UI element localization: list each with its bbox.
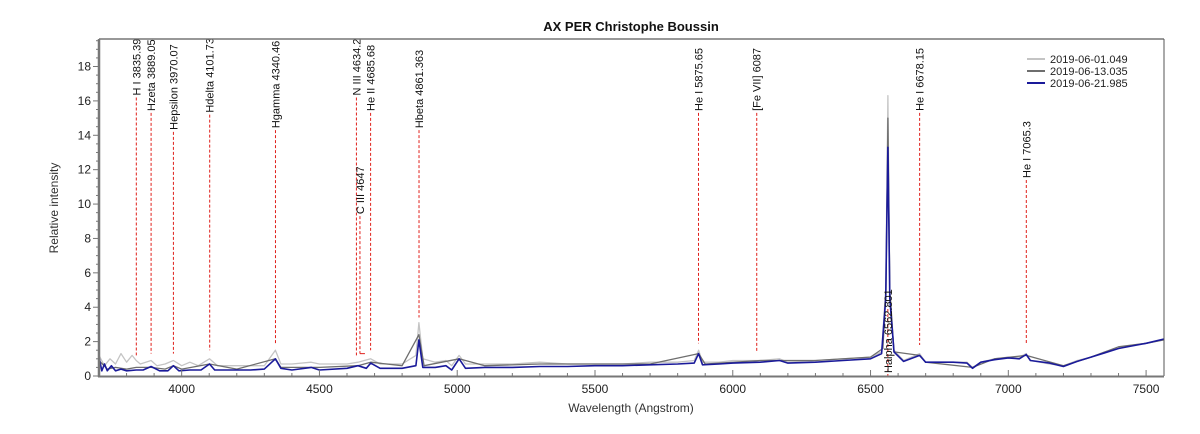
y-tick-label: 2 [84, 335, 91, 349]
marker-label: Halpha 6562.801 [883, 289, 895, 373]
line-marker: Hepsilon 3970.07 [168, 44, 180, 354]
line-marker: Hgamma 4340.46 [270, 41, 282, 344]
x-axis-label: Wavelength (Angstrom) [568, 401, 694, 415]
marker-label: Hbeta 4861.363 [414, 50, 426, 128]
legend-label: 2019-06-13.035 [1050, 66, 1128, 78]
marker-label: He I 6678.15 [915, 48, 927, 111]
x-tick-label: 7000 [995, 382, 1022, 396]
series-layer [98, 95, 1165, 372]
marker-label: Hzeta 3889.05 [146, 39, 158, 111]
marker-label: N III 4634.2 [351, 39, 363, 96]
y-tick-label: 4 [84, 300, 91, 314]
marker-label: H I 3835.39 [131, 39, 143, 96]
series-line-2019-06-21.985 [98, 146, 1165, 372]
y-tick-label: 0 [84, 369, 91, 383]
marker-label: He II 4685.68 [366, 45, 378, 111]
line-marker: C III 4647 [355, 166, 367, 354]
x-axis-ticks: 4000 4500 5000 5500 6000 6500 7000 7500 [98, 370, 1160, 396]
marker-label: Hdelta 4101.73 [205, 38, 217, 113]
legend: 2019-06-01.0492019-06-13.0352019-06-21.9… [1027, 54, 1128, 90]
x-tick-label: 7500 [1133, 382, 1160, 396]
line-marker: H I 3835.39 [131, 39, 143, 356]
x-tick-label: 5000 [444, 382, 471, 396]
line-markers: H I 3835.39 Hzeta 3889.05 Hepsilon 3970.07… [131, 38, 1033, 376]
plot-frame [97, 38, 1165, 378]
y-tick-label: 10 [78, 197, 92, 211]
marker-label: Hgamma 4340.46 [270, 41, 282, 128]
line-marker: He II 4685.68 [366, 45, 378, 351]
line-marker: [Fe VII] 6087 [752, 48, 764, 352]
marker-label: He I 7065.3 [1021, 121, 1033, 178]
x-tick-label: 5500 [582, 382, 609, 396]
line-marker: He I 5875.65 [693, 48, 705, 344]
y-tick-label: 6 [84, 266, 91, 280]
line-marker: Halpha 6562.801 [883, 289, 895, 376]
line-marker: Hbeta 4861.363 [414, 50, 426, 318]
y-axis-label: Relative intensity [47, 163, 61, 254]
x-tick-label: 4000 [168, 382, 195, 396]
plot-area [99, 39, 1164, 376]
x-tick-label: 6000 [719, 382, 746, 396]
marker-label: C III 4647 [355, 166, 367, 214]
legend-label: 2019-06-01.049 [1050, 54, 1128, 66]
y-tick-label: 18 [78, 60, 92, 74]
legend-label: 2019-06-21.985 [1050, 78, 1128, 90]
y-tick-label: 16 [78, 94, 92, 108]
marker-label: He I 5875.65 [693, 48, 705, 111]
line-marker: He I 7065.3 [1021, 121, 1033, 346]
marker-label: Hepsilon 3970.07 [168, 44, 180, 130]
chart-title: AX PER Christophe Boussin [543, 19, 719, 34]
x-tick-label: 6500 [857, 382, 884, 396]
line-marker: He I 6678.15 [915, 48, 927, 346]
y-tick-label: 8 [84, 231, 91, 245]
line-marker: N III 4634.2 [351, 39, 363, 356]
y-tick-label: 12 [78, 163, 92, 177]
line-marker: Hzeta 3889.05 [146, 39, 158, 354]
x-tick-label: 4500 [306, 382, 333, 396]
line-marker: Hdelta 4101.73 [205, 38, 217, 351]
y-tick-label: 14 [78, 128, 92, 142]
y-axis-ticks: 0 2 4 6 8 10 12 14 16 18 [78, 40, 99, 383]
marker-label: [Fe VII] 6087 [752, 48, 764, 111]
